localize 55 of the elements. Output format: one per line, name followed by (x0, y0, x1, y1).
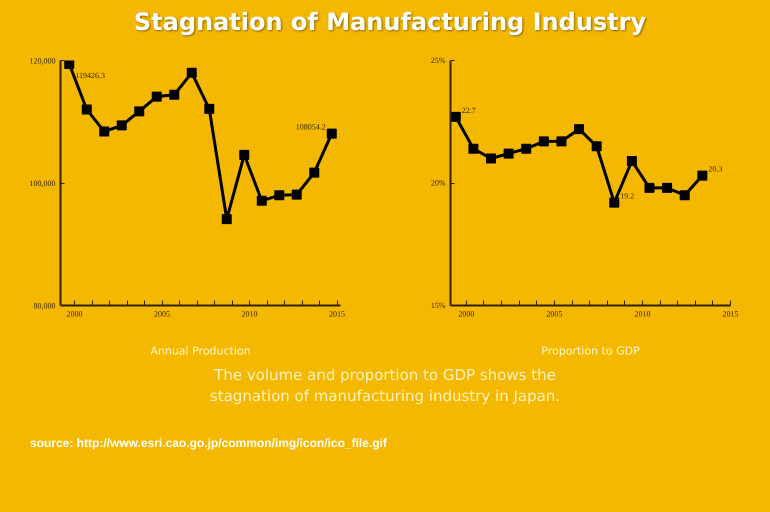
data-label: 119426.3 (75, 71, 105, 80)
point (274, 190, 284, 200)
data-label: 108054.2 (296, 122, 326, 132)
x-axis-title: Proportion to GDP (541, 344, 640, 358)
y-tick-label: 25% (430, 56, 446, 65)
point (99, 126, 110, 137)
point (292, 190, 302, 200)
point (204, 104, 214, 114)
point (256, 196, 267, 206)
point (326, 128, 337, 139)
point (82, 104, 92, 114)
point (486, 154, 496, 164)
point (538, 136, 549, 146)
point (64, 60, 74, 70)
point (450, 112, 461, 122)
x-tick-label: 2015 (329, 310, 345, 318)
point (468, 144, 478, 154)
point (134, 106, 144, 116)
point (186, 68, 197, 78)
point (504, 148, 514, 159)
point (556, 136, 566, 146)
y-tick-label: 15% (430, 301, 446, 310)
point (662, 182, 672, 193)
point (574, 124, 584, 134)
point (152, 92, 162, 102)
x-tick-label: 2000 (66, 310, 82, 318)
x-tick-label: 2010 (634, 310, 650, 318)
x-tick-label: 2005 (546, 310, 562, 318)
data-label: 22.7 (462, 106, 476, 115)
x-axis-title: Annual Production (150, 344, 251, 358)
point (169, 90, 180, 100)
y-tick-label: 120,000 (30, 56, 56, 66)
x-tick-label: 2005 (154, 310, 170, 318)
point (697, 170, 708, 181)
y-tick-label: 80,000 (34, 302, 56, 310)
point (309, 168, 320, 178)
point (609, 198, 620, 208)
y-tick-label: 100,000 (30, 179, 56, 188)
source-note: source: http://www.esri.cao.go.jp/common/img/icon/ico_file.gif (30, 435, 387, 452)
point (592, 141, 602, 152)
point (116, 120, 127, 130)
data-label: 19.2 (620, 192, 634, 201)
point (222, 214, 232, 224)
point (626, 156, 637, 166)
x-tick-label: 2015 (722, 310, 738, 318)
point (680, 190, 690, 200)
text: Stagnation of Manufacturing Industry (134, 7, 646, 38)
x-tick-label: 2000 (458, 310, 474, 318)
point (521, 144, 532, 154)
x-tick-label: 2010 (242, 310, 258, 318)
point (239, 150, 250, 160)
text: The volume and proportion to GDP shows the stagnation of manufacturing industry in Japan. (208, 365, 562, 408)
data-label: 20.3 (708, 164, 722, 174)
point (644, 182, 654, 193)
y-tick-label: 20% (430, 178, 446, 188)
